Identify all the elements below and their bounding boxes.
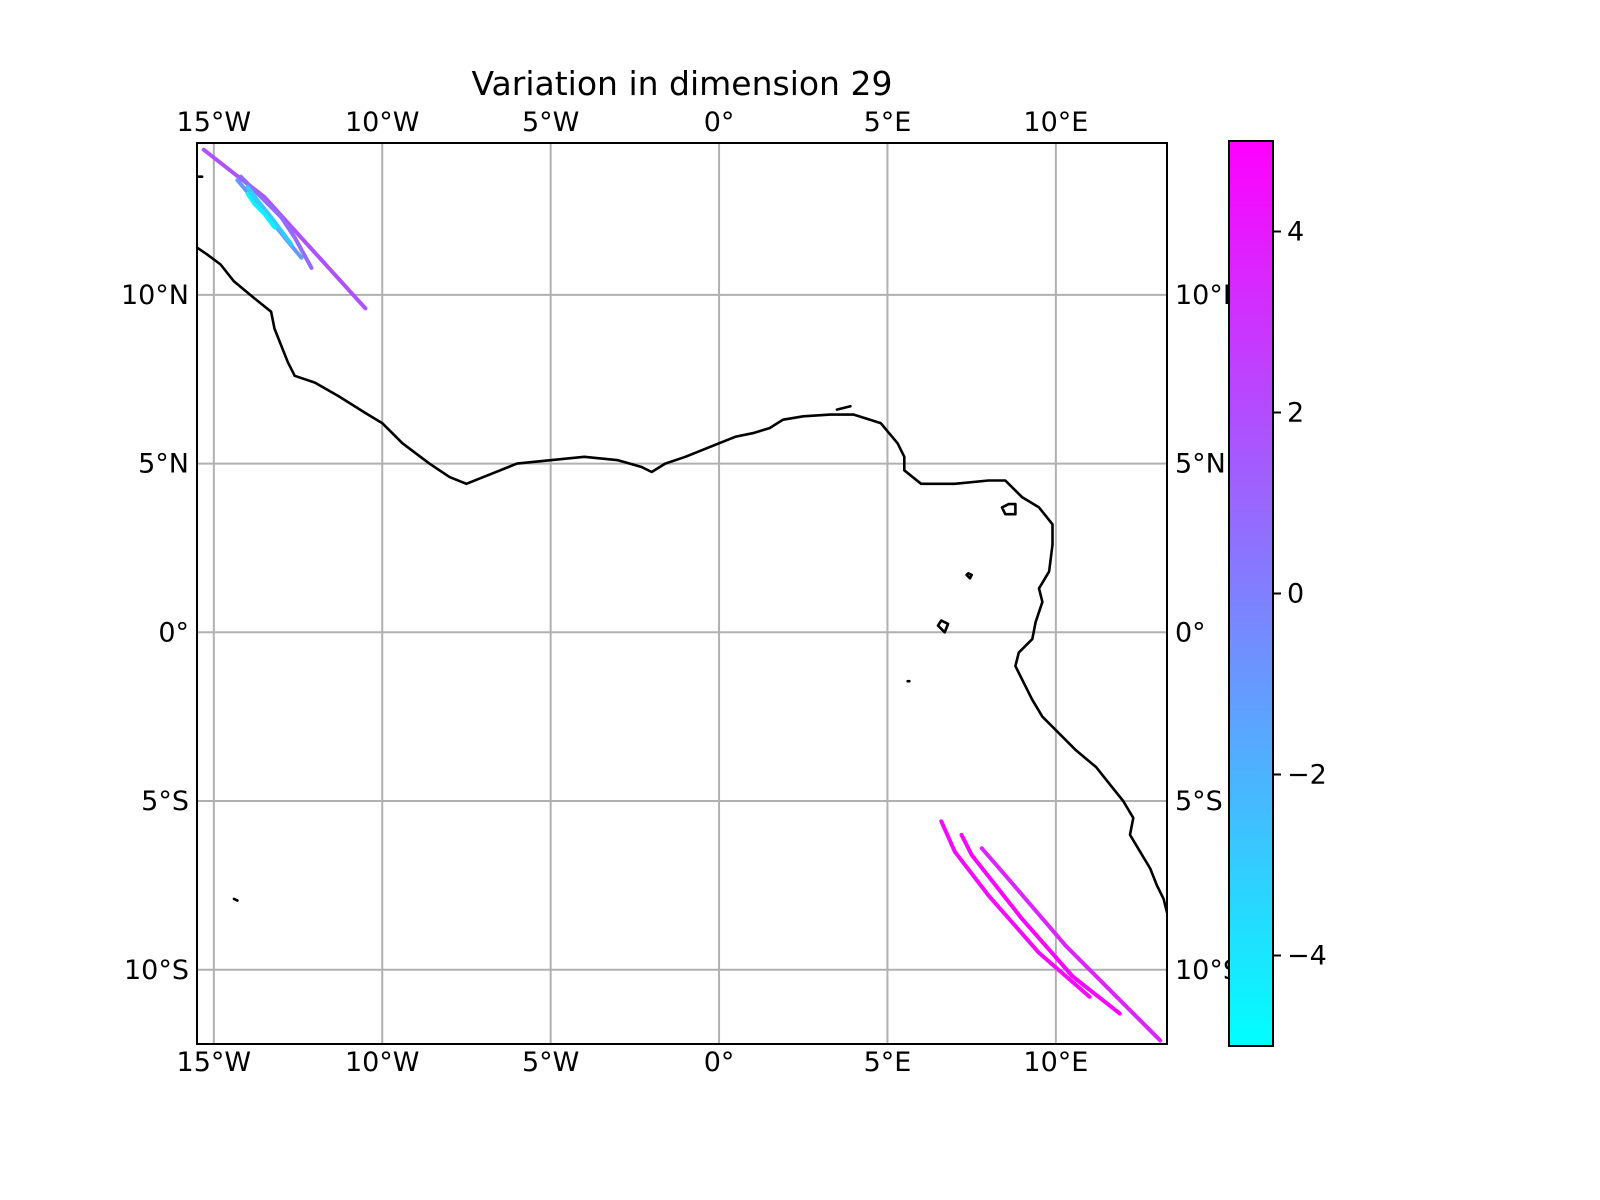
- x-tick-label-top: 5°E: [864, 107, 912, 138]
- x-tick-label-bottom: 10°E: [1023, 1047, 1088, 1078]
- colorbar-tick-label: −2: [1287, 760, 1327, 791]
- x-tick-label-bottom: 10°W: [345, 1047, 420, 1078]
- y-tick-label-left: 5°S: [141, 786, 189, 817]
- chart-title: Variation in dimension 29: [472, 64, 893, 103]
- track-line: [245, 184, 294, 247]
- coastline: [965, 572, 973, 580]
- colorbar-tick-label: 0: [1287, 579, 1304, 610]
- x-tick-label-bottom: 5°E: [864, 1047, 912, 1078]
- coastline: [835, 404, 852, 411]
- x-tick-label-bottom: 5°W: [522, 1047, 579, 1078]
- track-line: [959, 832, 1122, 1016]
- y-tick-label-left: 0°: [158, 617, 189, 648]
- gridlines: [197, 143, 1167, 1044]
- y-tick-label-right: 0°: [1175, 617, 1206, 648]
- track-line: [245, 191, 277, 230]
- coastline: [197, 246, 1167, 914]
- y-tick-label-right: 5°S: [1175, 786, 1223, 817]
- colorbar-tick-label: −4: [1287, 941, 1327, 972]
- x-tick-label-top: 10°E: [1023, 107, 1088, 138]
- coastline: [1000, 502, 1017, 516]
- track-line: [979, 846, 1163, 1043]
- colorbar: 4 2 0 −2 −4: [1228, 140, 1327, 1047]
- y-tick-label-left: 10°S: [124, 955, 189, 986]
- coastlines: [197, 175, 1167, 914]
- track-line: [939, 819, 1092, 999]
- coastline: [232, 897, 239, 902]
- x-tick-label-bottom: 0°: [704, 1047, 735, 1078]
- x-tick-label-top: 15°W: [177, 107, 252, 138]
- track-line: [201, 147, 368, 311]
- colorbar-ticks: 4 2 0 −2 −4: [1273, 217, 1327, 972]
- x-tick-label-bottom: 15°W: [177, 1047, 252, 1078]
- colorbar-fill: [1229, 141, 1273, 1046]
- axis-tick-labels: 15°W 15°W 10°W 10°W 5°W 5°W 0° 0° 5°E 5°E 10°E 10°E…: [121, 107, 1243, 1078]
- colorbar-tick-label: 4: [1287, 217, 1304, 248]
- track-line: [238, 174, 314, 270]
- colorbar-tick-label: 2: [1287, 398, 1304, 429]
- x-tick-label-top: 10°W: [345, 107, 420, 138]
- data-tracks: [201, 147, 1163, 1043]
- y-tick-label-left: 10°N: [121, 280, 189, 311]
- coastline: [936, 619, 950, 634]
- x-tick-label-top: 0°: [704, 107, 735, 138]
- map-axes-frame: [196, 142, 1168, 1045]
- y-tick-label-right: 5°N: [1175, 449, 1226, 480]
- y-tick-label-left: 5°N: [138, 449, 189, 480]
- x-tick-label-top: 5°W: [522, 107, 579, 138]
